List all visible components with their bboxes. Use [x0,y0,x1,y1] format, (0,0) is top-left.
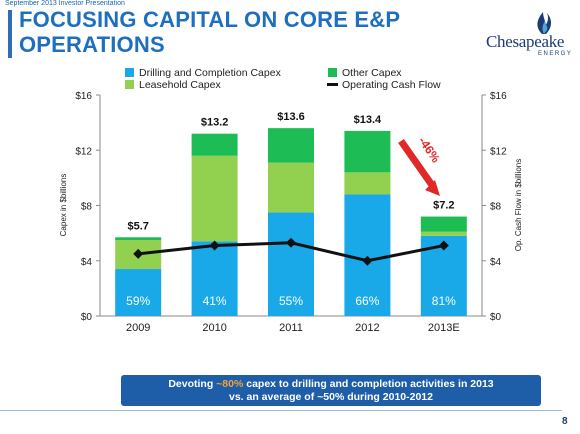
company-logo: Chesapeake ENERGY [486,4,576,62]
bar-total-label: $7.2 [433,200,454,212]
x-tick-label: 2011 [279,322,303,334]
x-tick-label: 2012 [355,322,379,334]
y-tick-label-left: $8 [81,202,93,213]
legend-label: Other Capex [342,67,402,79]
page-title: FOCUSING CAPITAL ON CORE E&P OPERATIONS [19,7,400,57]
legend-label: Leasehold Capex [139,79,221,91]
y-tick-label-right: $0 [490,312,502,323]
y-tick-label-right: $8 [490,202,502,213]
legend-label: Drilling and Completion Capex [139,67,282,79]
y-axis-title-right: Op. Cash Flow in $billions [514,159,523,251]
bar-segment [268,162,314,213]
bar-segment [344,130,391,173]
bar-total-label: $13.6 [277,111,305,123]
footer-rule [0,410,562,411]
capex-chart: $0 $0 $4 $4 $8 $8 $12 $12 $16 $16 Capex in $billio… [59,67,523,334]
bar-segment [268,128,314,163]
legend-swatch [328,68,337,77]
bar-segment [191,241,238,316]
y-axis-title-left: Capex in $billions [59,174,68,237]
title-accent-bar [8,10,12,58]
decline-arrow-head [425,180,440,196]
page-title-line2: OPERATIONS [19,32,165,57]
y-tick-label-right: $16 [490,91,507,102]
y-tick-label-left: $4 [81,257,93,268]
x-tick-label: 2013E [428,322,460,334]
bar-segment [191,133,238,156]
decline-arrow-shaft [398,138,437,191]
callout-text-3: vs. an average of ~50% during 2010-2012 [229,391,433,403]
cash-flow-point [438,240,449,251]
cash-flow-point [362,255,373,266]
legend-swatch [125,80,134,89]
bar-segment [115,237,162,241]
bar-segment [268,212,314,316]
page-number: 8 [562,416,568,427]
x-tick-label: 2010 [202,322,226,334]
callout-highlight: ~80% [216,378,244,390]
legend-line-swatch [327,83,338,86]
y-tick-label-right: $12 [490,146,507,157]
bar-segment [344,194,391,316]
bar-total-label: $13.2 [201,117,229,129]
y-tick-label-left: $0 [81,312,93,323]
legend-swatch [125,68,134,77]
bar-segment [420,216,467,232]
callout-text-1: Devoting [168,378,217,390]
bar-segment [344,172,391,195]
legend-label: Operating Cash Flow [342,79,441,91]
bar-total-label: $13.4 [354,114,382,126]
drilling-share-label: 41% [203,294,227,308]
bar-total-label: $5.7 [127,220,148,232]
drilling-share-label: 59% [126,294,150,308]
page-title-line1: FOCUSING CAPITAL ON CORE E&P [19,7,401,32]
drilling-share-label: 55% [279,294,303,308]
cash-flow-point [209,240,220,251]
y-tick-label-left: $12 [75,146,92,157]
presentation-date: September 2013 Investor Presentation [5,0,125,7]
x-tick-label: 2009 [126,322,150,334]
cash-flow-point [286,237,296,248]
callout-text-2: capex to drilling and completion activit… [243,378,494,390]
flame-icon [537,12,552,34]
logo-subtext: ENERGY [538,51,573,57]
drilling-share-label: 66% [355,294,379,308]
bar-segment [420,231,467,236]
drilling-share-label: 81% [432,294,456,308]
bar-segment [191,155,238,242]
summary-callout: Devoting ~80% capex to drilling and comp… [121,375,541,406]
y-tick-label-left: $16 [75,91,92,102]
logo-wordmark: Chesapeake [486,32,565,51]
cash-flow-point [133,248,144,259]
y-tick-label-right: $4 [490,257,502,268]
bar-segment [115,269,162,316]
